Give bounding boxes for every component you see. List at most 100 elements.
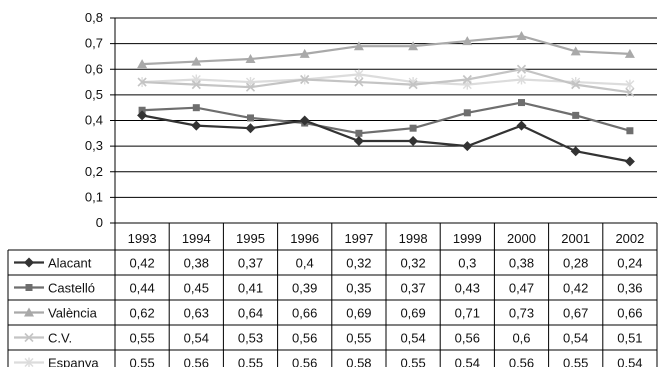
y-axis: 0 0,1 0,2 0,3 0,4 0,5 0,6 0,7 0,8 <box>85 10 116 230</box>
data-point-val-ncia <box>137 59 148 69</box>
table-cell: 0,56 <box>509 356 534 367</box>
data-point-val-ncia <box>570 46 581 56</box>
legend-label-c-v-: C.V. <box>48 331 72 346</box>
y-tick-label: 0,7 <box>85 36 103 51</box>
x-category-label: 2000 <box>507 231 536 246</box>
data-point-c-v- <box>462 74 472 85</box>
table-cell: 0,55 <box>563 356 588 367</box>
table-cell: 0,53 <box>238 331 263 346</box>
x-category-label: 1998 <box>399 231 428 246</box>
x-category-label: 1994 <box>182 231 211 246</box>
series-line-val-ncia <box>142 34 630 66</box>
table-cell: 0,37 <box>238 256 263 271</box>
legend-marker-espanya <box>24 357 34 367</box>
data-point-castell- <box>409 124 417 132</box>
table-cell: 0,55 <box>129 356 154 367</box>
data-point-val-ncia <box>191 56 202 66</box>
table-cell: 0,66 <box>617 306 642 321</box>
table-cell: 0,58 <box>346 356 371 367</box>
data-point-alacant <box>245 123 256 134</box>
table-cell: 0,55 <box>238 356 263 367</box>
table-cell: 0,32 <box>400 256 425 271</box>
table-cell: 0,41 <box>238 281 263 296</box>
series-line-alacant <box>141 114 631 163</box>
series-line-espanya <box>142 73 630 86</box>
x-category-label: 2001 <box>561 231 590 246</box>
table-cell: 0,6 <box>512 331 530 346</box>
series-line-castell- <box>142 101 631 135</box>
data-point-val-ncia <box>516 30 527 40</box>
data-point-c-v- <box>137 77 147 87</box>
x-category-label: 1993 <box>128 231 157 246</box>
table-cell: 0,54 <box>617 356 642 367</box>
data-point-val-ncia <box>462 36 473 46</box>
table-cell: 0,38 <box>184 256 209 271</box>
legend-label-alacant: Alacant <box>48 256 92 271</box>
table-cell: 0,42 <box>563 281 588 296</box>
data-point-espanya <box>625 79 635 90</box>
table-cell: 0,24 <box>617 256 642 271</box>
data-point-alacant <box>191 120 202 131</box>
data-point-alacant <box>516 120 527 131</box>
data-point-alacant <box>408 136 419 146</box>
table-cell: 0,71 <box>455 306 480 321</box>
data-point-c-v- <box>516 64 527 74</box>
table-cell: 0,42 <box>129 256 154 271</box>
table-cell: 0,37 <box>400 281 425 296</box>
y-tick-label: 0,6 <box>85 61 103 76</box>
series-line-c-v- <box>142 68 631 94</box>
table-cell: 0,3 <box>458 256 476 271</box>
table-cell: 0,56 <box>292 356 317 367</box>
legend-label-val-ncia: València <box>48 306 98 321</box>
table-cell: 0,32 <box>346 256 371 271</box>
legend-marker-castell- <box>25 284 33 291</box>
legend-label-castell-: Castelló <box>48 281 95 296</box>
table-cell: 0,54 <box>400 331 425 346</box>
x-category-label: 2002 <box>615 231 644 246</box>
x-category-label: 1997 <box>344 231 373 246</box>
table-cell: 0,66 <box>292 306 317 321</box>
data-point-castell- <box>626 127 634 135</box>
data-table: 1993 1994 1995 1996 1997 1998 1999 2000 2001 2002… <box>7 222 658 367</box>
table-cell: 0,43 <box>455 281 480 296</box>
data-point-val-ncia <box>353 41 364 51</box>
data-point-castell- <box>247 114 254 122</box>
data-point-castell- <box>192 104 200 112</box>
data-point-castell- <box>138 106 146 114</box>
y-tick-label: 0,1 <box>85 189 103 204</box>
y-tick-label: 0,2 <box>85 164 103 179</box>
data-point-c-v- <box>571 80 581 90</box>
y-tick-label: 0,3 <box>85 138 103 153</box>
data-point-espanya <box>354 69 364 80</box>
legend-marker-val-ncia <box>24 307 34 317</box>
data-point-c-v- <box>245 82 256 92</box>
data-point-val-ncia <box>408 41 419 51</box>
data-point-val-ncia <box>624 48 635 58</box>
y-tick-label: 0,5 <box>85 87 103 102</box>
table-cell: 0,38 <box>509 256 534 271</box>
legend-marker-c-v- <box>24 332 34 343</box>
table-cell: 0,45 <box>184 281 209 296</box>
grid-lines <box>115 17 657 224</box>
table-cell: 0,44 <box>129 281 154 296</box>
table-cell: 0,55 <box>129 331 154 346</box>
data-point-c-v- <box>191 80 201 90</box>
data-point-castell- <box>518 99 525 107</box>
table-cell: 0,64 <box>238 306 263 321</box>
table-cell: 0,28 <box>563 256 588 271</box>
table-cell: 0,47 <box>509 281 534 296</box>
data-point-val-ncia <box>299 48 310 58</box>
data-point-alacant <box>570 146 581 157</box>
data-point-alacant <box>462 141 473 152</box>
table-cell: 0,69 <box>346 306 371 321</box>
y-tick-label: 0,8 <box>85 10 103 25</box>
data-point-val-ncia <box>245 54 256 63</box>
table-cell: 0,55 <box>346 331 371 346</box>
table-cell: 0,4 <box>296 256 314 271</box>
table-cell: 0,51 <box>617 331 642 346</box>
table-cell: 0,55 <box>400 356 425 367</box>
data-point-castell- <box>355 129 363 137</box>
data-point-castell- <box>572 111 580 119</box>
table-cell: 0,35 <box>346 281 371 296</box>
table-cell: 0,62 <box>129 306 154 321</box>
